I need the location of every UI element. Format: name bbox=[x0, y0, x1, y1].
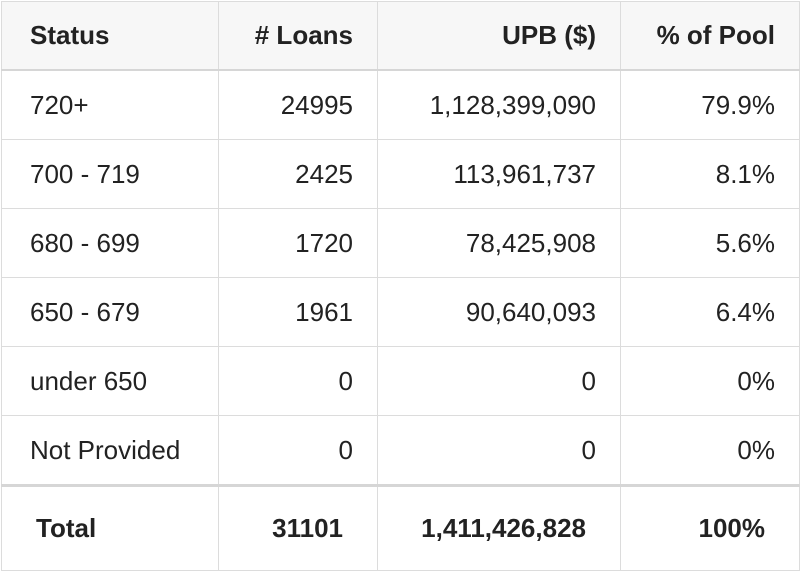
cell-loans: 1720 bbox=[218, 208, 378, 278]
table-row: 700 - 719 2425 113,961,737 8.1% bbox=[1, 139, 800, 209]
cell-pool-pct: 79.9% bbox=[620, 69, 800, 140]
cell-pool-pct: 0% bbox=[620, 346, 800, 416]
cell-upb: 0 bbox=[377, 346, 621, 416]
table-row: 680 - 699 1720 78,425,908 5.6% bbox=[1, 208, 800, 278]
cell-upb: 113,961,737 bbox=[377, 139, 621, 209]
table-row: under 650 0 0 0% bbox=[1, 346, 800, 416]
cell-upb: 90,640,093 bbox=[377, 277, 621, 347]
table-row: 720+ 24995 1,128,399,090 79.9% bbox=[1, 69, 800, 140]
header-loans: # Loans bbox=[218, 1, 378, 71]
cell-pool-pct: 0% bbox=[620, 415, 800, 486]
header-row: Status # Loans UPB ($) % of Pool bbox=[1, 1, 800, 71]
total-label: Total bbox=[1, 484, 219, 571]
header-status: Status bbox=[1, 1, 219, 71]
cell-upb: 1,128,399,090 bbox=[377, 69, 621, 140]
cell-loans: 2425 bbox=[218, 139, 378, 209]
header-pool-pct: % of Pool bbox=[620, 1, 800, 71]
total-pool-pct: 100% bbox=[620, 484, 800, 571]
table-row: 650 - 679 1961 90,640,093 6.4% bbox=[1, 277, 800, 347]
cell-pool-pct: 6.4% bbox=[620, 277, 800, 347]
total-loans: 31101 bbox=[218, 484, 378, 571]
total-row: Total 31101 1,411,426,828 100% bbox=[1, 484, 800, 571]
cell-pool-pct: 5.6% bbox=[620, 208, 800, 278]
cell-pool-pct: 8.1% bbox=[620, 139, 800, 209]
cell-loans: 0 bbox=[218, 415, 378, 486]
cell-loans: 0 bbox=[218, 346, 378, 416]
cell-upb: 78,425,908 bbox=[377, 208, 621, 278]
cell-loans: 1961 bbox=[218, 277, 378, 347]
total-upb: 1,411,426,828 bbox=[377, 484, 621, 571]
cell-upb: 0 bbox=[377, 415, 621, 486]
cell-status: 650 - 679 bbox=[1, 277, 219, 347]
cell-status: under 650 bbox=[1, 346, 219, 416]
cell-status: Not Provided bbox=[1, 415, 219, 486]
cell-status: 720+ bbox=[1, 69, 219, 140]
cell-status: 680 - 699 bbox=[1, 208, 219, 278]
table-row: Not Provided 0 0 0% bbox=[1, 415, 800, 486]
cell-status: 700 - 719 bbox=[1, 139, 219, 209]
cell-loans: 24995 bbox=[218, 69, 378, 140]
header-upb: UPB ($) bbox=[377, 1, 621, 71]
